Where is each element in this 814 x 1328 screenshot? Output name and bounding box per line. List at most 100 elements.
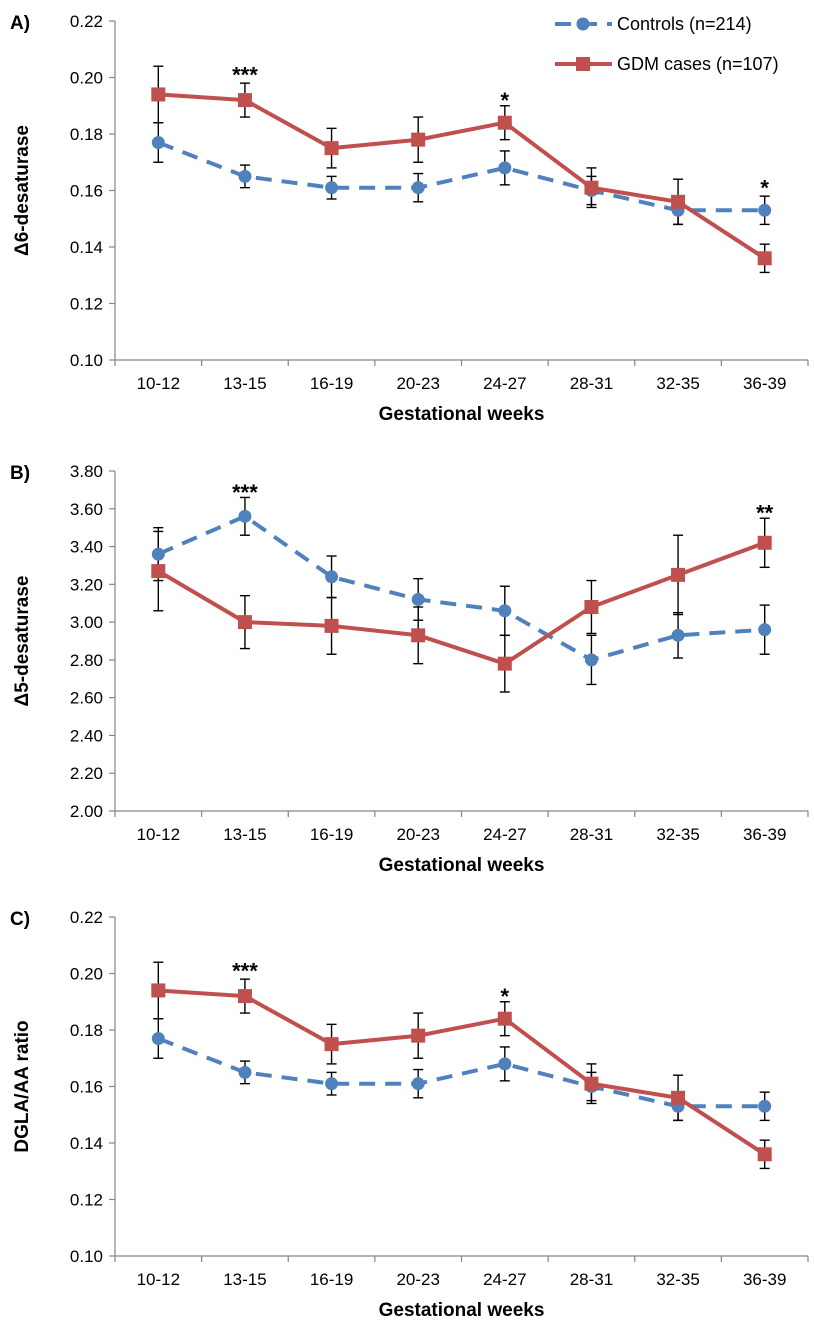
x-tick-label: 20-23 [396, 1270, 439, 1289]
data-point-gdm [411, 132, 426, 147]
data-point-controls [498, 1057, 512, 1071]
x-tick-label: 20-23 [396, 374, 439, 393]
x-tick-label: 13-15 [223, 374, 266, 393]
x-tick-label: 32-35 [656, 374, 699, 393]
data-point-gdm [584, 600, 599, 614]
significance-marker: *** [232, 480, 258, 505]
series-line-gdm [158, 988, 766, 1156]
y-tick-label: 0.10 [70, 351, 103, 370]
significance-marker: * [501, 984, 510, 1009]
x-tick-label: 32-35 [656, 825, 699, 844]
x-tick-label: 13-15 [223, 1270, 266, 1289]
x-tick-label: 36-39 [743, 825, 786, 844]
data-point-controls [671, 628, 685, 642]
legend-marker-gdm [576, 57, 590, 71]
x-tick-label: 28-31 [570, 825, 613, 844]
x-tick-label: 36-39 [743, 374, 786, 393]
data-point-gdm [671, 1090, 686, 1105]
y-tick-label: 2.80 [70, 651, 103, 670]
data-point-controls [498, 604, 512, 618]
y-tick-label: 3.80 [70, 462, 103, 481]
y-tick-label: 0.22 [70, 12, 103, 31]
data-point-gdm [584, 180, 599, 195]
data-point-gdm [584, 1076, 599, 1091]
significance-marker: ** [756, 501, 774, 526]
data-point-gdm [671, 567, 686, 582]
data-point-gdm [497, 1011, 512, 1026]
y-tick-label: 3.00 [70, 613, 103, 632]
x-tick-label: 28-31 [570, 1270, 613, 1289]
y-tick-label: 0.18 [70, 125, 103, 144]
data-point-controls [325, 181, 339, 195]
x-tick-label: 24-27 [483, 374, 526, 393]
y-tick-label: 0.18 [70, 1021, 103, 1040]
data-point-controls [758, 203, 772, 217]
data-point-gdm [237, 989, 252, 1004]
data-point-controls [411, 592, 425, 606]
significance-marker: * [501, 88, 510, 113]
y-tick-label: 2.60 [70, 689, 103, 708]
y-tick-label: 0.12 [70, 1191, 103, 1210]
data-point-controls [238, 1065, 252, 1079]
legend-entry-label: GDM cases (n=107) [617, 54, 779, 74]
x-tick-label: 24-27 [483, 825, 526, 844]
data-point-controls [758, 1099, 772, 1113]
chart-panel-3: 0.10 0.12 0.14 0.16 0.18 0.20 0.22 10-12 13-15 16… [10, 908, 809, 1321]
series-line-controls [157, 1036, 765, 1109]
data-point-controls [498, 161, 512, 175]
x-axis-title: Gestational weeks [379, 1300, 545, 1321]
y-tick-label: 0.16 [70, 1078, 103, 1097]
data-point-controls [758, 623, 772, 637]
x-tick-label: 24-27 [483, 1270, 526, 1289]
data-point-gdm [151, 564, 166, 579]
legend-marker-controls [576, 17, 590, 31]
y-tick-label: 0.22 [70, 908, 103, 927]
x-axis-title: Gestational weeks [379, 404, 545, 425]
data-point-gdm [497, 115, 512, 130]
x-tick-label: 13-15 [223, 825, 266, 844]
data-point-gdm [237, 615, 252, 630]
x-tick-label: 16-19 [310, 374, 353, 393]
significance-marker: *** [232, 959, 258, 984]
data-point-gdm [757, 1147, 772, 1162]
y-tick-label: 0.16 [70, 182, 103, 201]
data-point-gdm [411, 1028, 426, 1043]
data-point-gdm [237, 93, 252, 108]
data-point-controls [325, 1077, 339, 1091]
data-point-controls [151, 547, 165, 561]
panel-label: C) [10, 909, 30, 930]
data-point-gdm [151, 87, 166, 102]
y-tick-label: 3.40 [70, 538, 103, 557]
series-line-controls [157, 514, 765, 662]
legend-entry-label: Controls (n=214) [617, 14, 752, 34]
x-tick-label: 32-35 [656, 1270, 699, 1289]
data-point-gdm [324, 618, 339, 633]
data-point-gdm [497, 656, 512, 671]
significance-marker: *** [232, 63, 258, 88]
series-line-gdm [157, 540, 766, 666]
x-axis-title: Gestational weeks [379, 855, 545, 876]
x-tick-label: 10-12 [137, 374, 180, 393]
x-tick-label: 20-23 [396, 825, 439, 844]
y-tick-label: 0.10 [70, 1247, 103, 1266]
data-point-controls [151, 135, 165, 149]
data-point-controls [238, 509, 252, 523]
legend: Controls (n=214) GDM cases (n=107) [555, 14, 779, 74]
panel-label: A) [10, 13, 30, 34]
significance-marker: * [760, 176, 769, 201]
data-point-gdm [411, 628, 426, 643]
y-tick-label: 0.14 [70, 238, 103, 257]
y-tick-label: 2.20 [70, 764, 103, 783]
series-line-controls [157, 140, 765, 213]
y-tick-label: 0.20 [70, 965, 103, 984]
y-axis-title: Δ5-desaturase [12, 576, 33, 707]
data-point-gdm [757, 251, 772, 266]
y-tick-label: 0.12 [70, 295, 103, 314]
x-tick-label: 36-39 [743, 1270, 786, 1289]
y-tick-label: 3.60 [70, 500, 103, 519]
data-point-gdm [324, 1037, 339, 1052]
chart-panel-1: 0.10 0.12 0.14 0.16 0.18 0.20 0.22 10-12 13-15 16… [10, 12, 809, 425]
y-axis-title: DGLA/AA ratio [12, 1020, 33, 1152]
data-point-gdm [671, 194, 686, 209]
